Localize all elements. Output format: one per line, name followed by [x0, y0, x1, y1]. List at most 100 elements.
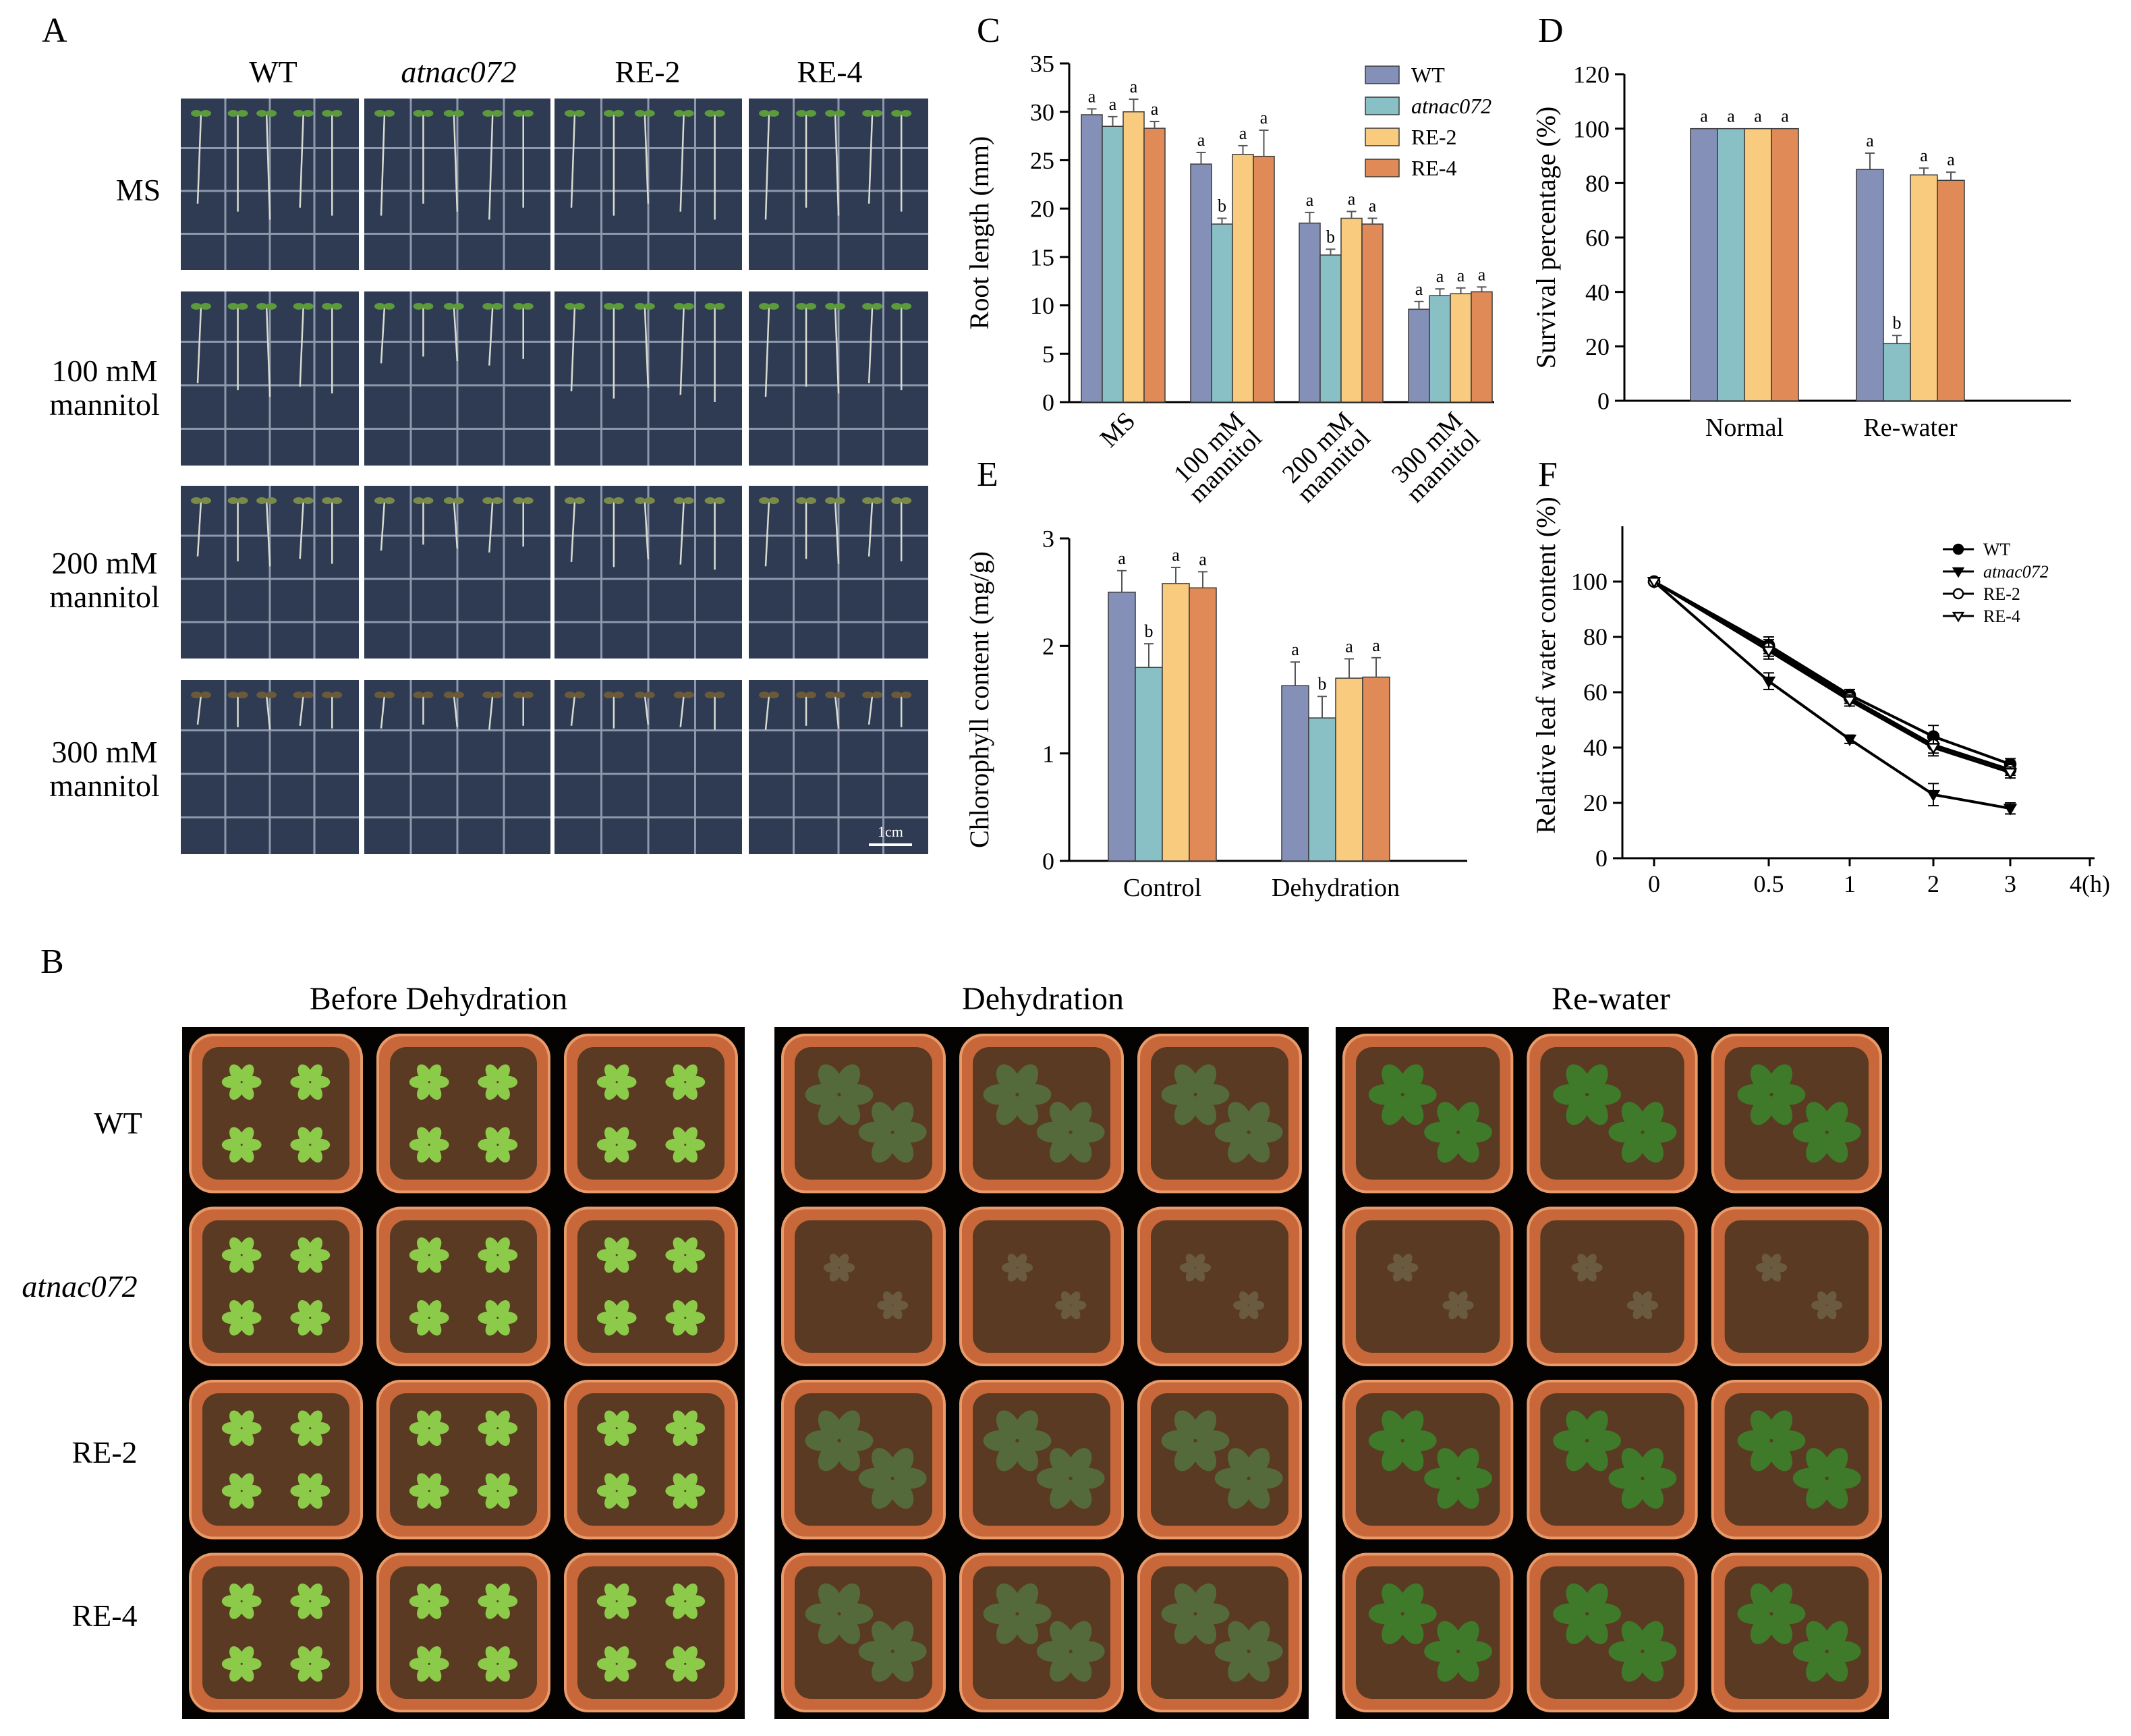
panel-a-row-label: mannitol: [49, 387, 160, 422]
seedling-leaf: [331, 692, 343, 698]
bar: [1232, 154, 1254, 403]
significance-letter: b: [1145, 621, 1154, 641]
seedling-leaf: [796, 692, 807, 698]
seedling-root: [453, 306, 459, 362]
seedling-leaf: [302, 692, 314, 698]
seedling-leaf: [574, 692, 585, 698]
y-tick-label: 0: [1042, 389, 1054, 416]
rosette-leaf: [1192, 1410, 1217, 1440]
seedling-leaf: [482, 497, 494, 504]
rosette-leaf: [496, 1127, 510, 1145]
seedling-leaf: [331, 110, 343, 117]
bar: [1319, 254, 1342, 403]
legend-label: RE-4: [1983, 607, 2020, 626]
significance-letter: a: [1727, 107, 1735, 126]
seedling-root: [679, 113, 685, 212]
rosette-leaf: [1583, 1583, 1608, 1614]
seedling-leaf: [256, 303, 268, 310]
data-point: [1761, 676, 1776, 689]
rosette-leaf: [496, 1410, 510, 1428]
rosette-leaf: [1399, 1064, 1424, 1094]
seedling-leaf: [522, 303, 534, 310]
seedling-root: [265, 306, 271, 397]
rosette-leaf: [683, 1299, 698, 1318]
rosette-leaf: [427, 1299, 442, 1318]
bar: [1335, 677, 1363, 862]
rosette-leaf: [308, 1583, 322, 1601]
rosette-leaf: [1823, 1621, 1848, 1651]
significance-letter: a: [1436, 267, 1444, 286]
panel-a-row-label: 300 mM: [51, 735, 157, 769]
seedling-leaf: [834, 497, 846, 504]
seedling-plate: [555, 486, 742, 659]
seedling-leaf: [293, 110, 304, 117]
plant-pot: [959, 1206, 1124, 1366]
seedling-leaf: [872, 110, 883, 117]
plant-pot: [1342, 1380, 1514, 1540]
x-tick-label: 200 mMmannitol: [1274, 407, 1376, 509]
seedling-leaf: [891, 692, 903, 698]
panel-a-row-label: MS: [116, 173, 161, 207]
rosette-leaf: [308, 1473, 322, 1491]
seedling-leaf: [805, 303, 817, 310]
seedling-root: [644, 306, 650, 388]
seedling-leaf: [413, 110, 424, 117]
significance-letter: a: [1947, 150, 1955, 169]
seedling-leaf: [266, 497, 277, 504]
plant-pot: [564, 1034, 738, 1194]
seedling-leaf: [322, 303, 333, 310]
seedling-leaf: [293, 303, 304, 310]
seedling-plate: [749, 291, 928, 466]
x-tick-label: 1: [1844, 870, 1856, 897]
seedling-leaf: [522, 110, 534, 117]
rosette-leaf: [1823, 1448, 1848, 1478]
y-axis-label: Root length (mm): [964, 136, 994, 330]
seedling-plate: [181, 486, 359, 659]
panel-a-row-label: 100 mM: [51, 354, 157, 388]
rosette-leaf: [1768, 1410, 1793, 1440]
rosette-leaf: [837, 1254, 849, 1268]
bar: [1429, 295, 1451, 403]
pot-soil: [202, 1220, 349, 1353]
significance-letter: a: [1088, 86, 1096, 106]
seedling-root: [488, 113, 494, 220]
seedling-root: [570, 500, 576, 562]
seedling-leaf: [634, 497, 646, 504]
seedling-leaf: [200, 497, 211, 504]
rosette-leaf: [1768, 1583, 1793, 1614]
seedling-leaf: [768, 692, 779, 698]
seedling-leaf: [613, 303, 624, 310]
seedling-leaf: [522, 497, 534, 504]
rosette-leaf: [889, 1448, 914, 1478]
seedling-leaf: [805, 692, 817, 698]
rosette-leaf: [889, 1621, 914, 1651]
pot-soil: [577, 1566, 724, 1699]
pot-soil: [390, 1220, 537, 1353]
seedling-leaf: [683, 303, 694, 310]
rosette-leaf: [239, 1583, 254, 1601]
rosette-leaf: [239, 1299, 254, 1318]
seedling-leaf: [862, 497, 874, 504]
seedling-plate: [364, 99, 550, 270]
plant-pot: [781, 1380, 946, 1540]
panel-a-row-label: 200 mM: [51, 546, 157, 580]
panel-f: F 0 20 40 60 80 100 0 0.5 1 2 3 4(h) Relative leaf w…: [1531, 455, 2110, 897]
seedling-leaf: [256, 110, 268, 117]
bar: [1102, 125, 1124, 403]
panel-letter-f: F: [1538, 455, 1558, 494]
plant-pot: [1711, 1034, 1883, 1194]
seedling-leaf: [482, 110, 494, 117]
pot-soil: [973, 1220, 1110, 1353]
seedling-leaf: [825, 497, 836, 504]
pot-soil: [577, 1220, 724, 1353]
significance-letter: a: [1348, 189, 1356, 208]
seedling-leaf: [492, 497, 503, 504]
seedling-root: [764, 694, 770, 730]
plant-pot: [1342, 1206, 1514, 1366]
x-tick-label: 4(h): [2070, 870, 2110, 897]
seedling-leaf: [683, 497, 694, 504]
y-tick-label: 5: [1042, 341, 1054, 368]
seedling-leaf: [200, 303, 211, 310]
plant-pot: [959, 1380, 1124, 1540]
